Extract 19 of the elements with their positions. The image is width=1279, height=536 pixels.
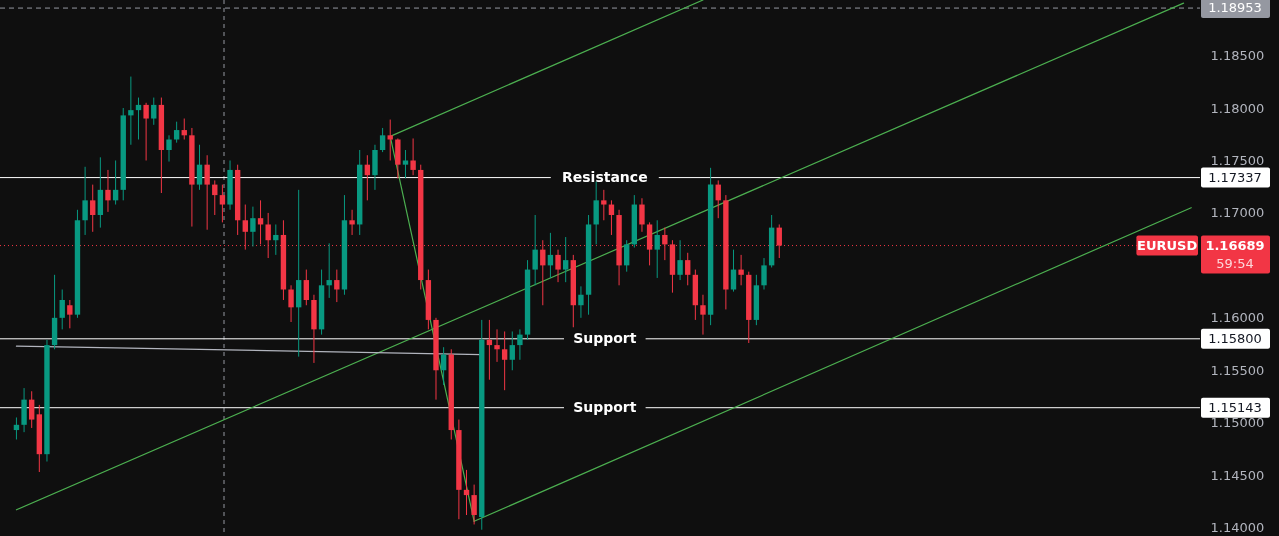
text: 1.17337 (1208, 169, 1262, 185)
ref-line-label: EURUSD (1137, 237, 1198, 253)
y-tick-label: 1.15500 (1210, 362, 1265, 378)
ref-line-label: Support (573, 398, 637, 415)
text: 1.18953 (1208, 0, 1262, 16)
y-tick-label: 1.14000 (1210, 520, 1265, 536)
text: 1.15143 (1208, 399, 1262, 415)
y-tick-label: 1.18000 (1210, 100, 1265, 116)
text: 59:54 (1216, 255, 1254, 271)
y-tick-label: 1.18500 (1210, 48, 1265, 64)
y-tick-label: 1.17000 (1210, 205, 1265, 221)
y-tick-label: 1.15000 (1210, 415, 1265, 431)
y-tick-label: 1.16000 (1210, 310, 1265, 326)
text: 1.15800 (1208, 330, 1262, 346)
text: 1.16689 (1205, 237, 1265, 253)
ref-line-label: Resistance (561, 168, 648, 185)
y-tick-label: 1.14500 (1210, 467, 1265, 483)
y-tick-label: 1.17500 (1210, 152, 1265, 168)
ref-line-label: Support (573, 329, 637, 346)
